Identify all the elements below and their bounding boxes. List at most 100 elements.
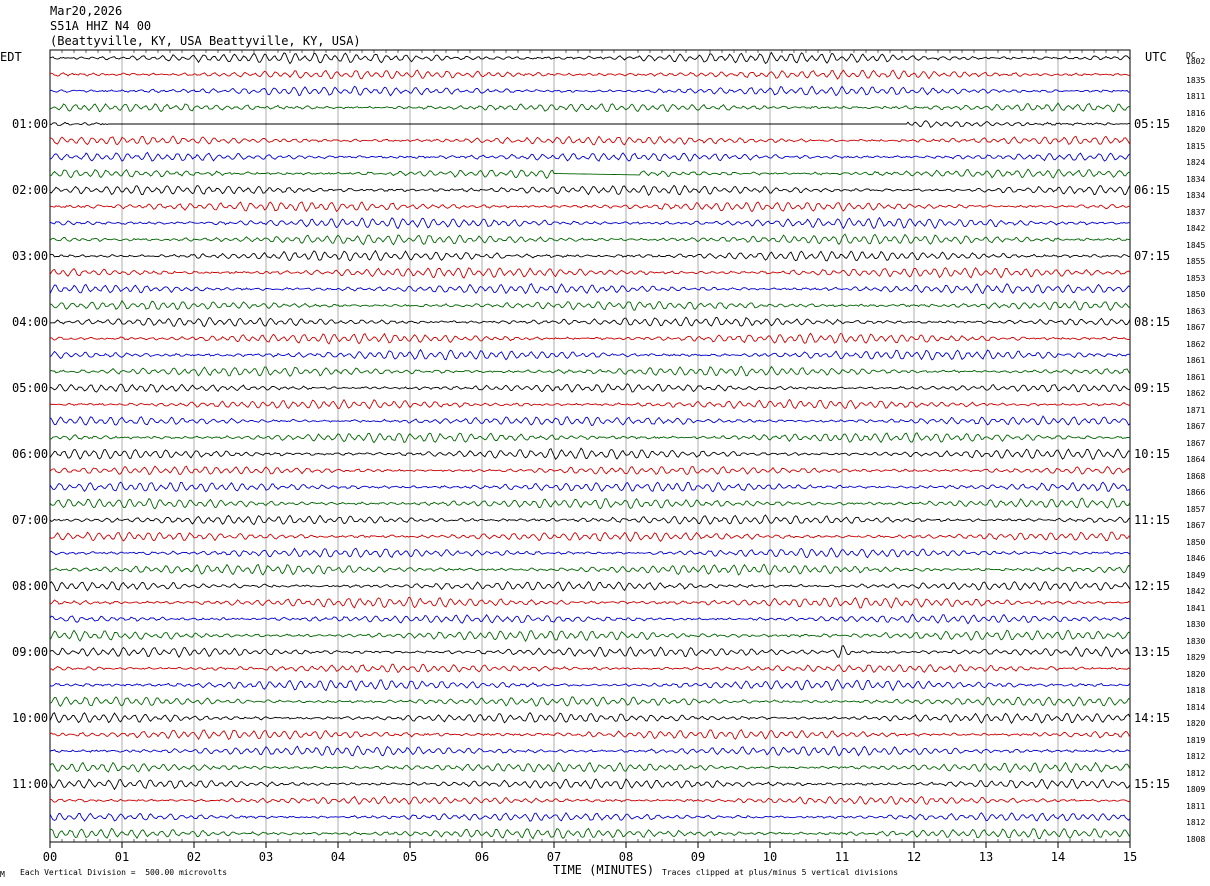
trace-row-35 (49, 629, 1131, 642)
row-dc-offset: 1867 (1186, 422, 1206, 431)
row-dc-offset: 1824 (1186, 158, 1206, 167)
x-tick-label: 15 (1122, 850, 1138, 864)
trace-row-41 (49, 729, 1131, 741)
trace-row-38 (49, 678, 1131, 692)
trace-row-2 (49, 85, 1131, 97)
row-dc-offset: 1849 (1186, 570, 1206, 580)
row-dc-offset: 1820 (1186, 669, 1206, 679)
trace-row-4 (49, 120, 1131, 128)
left-hour-label: 01:00 (12, 117, 49, 131)
trace-row-18 (49, 348, 1131, 361)
x-tick-label: 02 (186, 850, 202, 864)
left-hour-label: 06:00 (12, 447, 49, 461)
row-dc-offset: 1867 (1186, 521, 1206, 530)
trace-row-29 (49, 531, 1131, 543)
row-dc-offset: 1820 (1186, 719, 1206, 728)
row-dc-offset: 1820 (1186, 125, 1206, 134)
trace-row-21 (49, 398, 1131, 410)
row-dc-offset: 1842 (1186, 587, 1206, 596)
x-tick-label: 11 (834, 850, 850, 864)
trace-row-22 (49, 415, 1131, 427)
left-hour-label: 11:00 (12, 777, 49, 791)
row-dc-offset: 1816 (1186, 108, 1206, 118)
left-hour-label: 09:00 (12, 645, 49, 659)
row-dc-offset: 1867 (1186, 323, 1206, 332)
trace-row-34 (49, 613, 1131, 625)
row-dc-offset: 1842 (1186, 224, 1206, 233)
trace-row-17 (49, 332, 1131, 345)
header-station: S51A HHZ N4 00 (50, 19, 152, 33)
seismic-traces (49, 51, 1131, 840)
trace-row-46 (49, 812, 1131, 822)
trace-row-45 (49, 795, 1131, 805)
left-hour-label: 10:00 (12, 711, 49, 725)
trace-row-31 (49, 563, 1131, 576)
trace-row-26 (49, 481, 1131, 493)
trace-row-42 (49, 745, 1131, 757)
row-dc-offset: 1814 (1186, 702, 1206, 712)
row-dc-offset: 1862 (1186, 339, 1206, 349)
row-dc-offset: 1808 (1186, 834, 1206, 844)
trace-row-19 (49, 365, 1131, 377)
row-dc-offset: 1835 (1186, 75, 1206, 85)
left-hour-label: 04:00 (12, 315, 49, 329)
x-tick-label: 09 (690, 850, 706, 864)
row-dc-offset: 1834 (1186, 191, 1206, 200)
header-date: Mar20,2026 (50, 4, 123, 18)
row-dc-offset: 1850 (1186, 290, 1206, 299)
row-dc-offset: 1864 (1186, 455, 1206, 464)
plot-frame (49, 49, 1131, 843)
row-dc-offset: 1841 (1186, 603, 1206, 613)
x-tick-label: 01 (114, 850, 130, 864)
row-dc-offset: 1818 (1186, 686, 1206, 695)
trace-row-15 (49, 299, 1131, 312)
trace-row-6 (49, 151, 1131, 162)
trace-row-16 (49, 316, 1131, 328)
clip-note: Traces clipped at plus/minus 5 vertical … (662, 868, 899, 877)
trace-row-13 (49, 267, 1131, 279)
trace-row-5 (49, 135, 1131, 146)
x-tick-label: 14 (1050, 850, 1066, 864)
row-dc-offset: 1834 (1186, 174, 1206, 184)
trace-row-0 (49, 51, 1131, 65)
x-tick-label: 03 (258, 850, 274, 864)
right-hour-label: 13:15 (1134, 645, 1171, 659)
row-dc-offset: 1819 (1186, 735, 1206, 745)
x-tick-label: 00 (42, 850, 58, 864)
trace-row-11 (49, 233, 1131, 246)
row-dc-offset: 1871 (1186, 405, 1206, 415)
x-tick-label: 04 (330, 850, 346, 864)
row-dc-offset: 1868 (1186, 471, 1206, 481)
trace-row-24 (49, 447, 1131, 460)
row-dc-offset: 1830 (1186, 636, 1206, 646)
row-dc-offset: 1861 (1186, 372, 1206, 382)
right-hour-label: 10:15 (1134, 447, 1171, 461)
right-hour-label: 08:15 (1134, 315, 1171, 329)
trace-row-7 (49, 168, 1131, 179)
right-hour-label: 06:15 (1134, 183, 1171, 197)
header-location: (Beattyville, KY, USA Beattyville, KY, U… (50, 34, 361, 48)
trace-row-10 (49, 216, 1131, 230)
row-dc-offset: 1809 (1186, 785, 1206, 794)
row-dc-offset: 1829 (1186, 653, 1206, 662)
row-dc-offset: 1846 (1186, 554, 1206, 563)
trace-row-39 (49, 696, 1131, 708)
trace-row-47 (49, 827, 1131, 840)
trace-row-32 (49, 580, 1131, 592)
row-dc-offset: 1863 (1186, 306, 1206, 316)
row-dc-offset: 1811 (1186, 801, 1206, 811)
row-dc-offset: 1866 (1186, 488, 1206, 497)
x-axis-title: TIME (MINUTES) (553, 863, 655, 877)
right-hour-label: 12:15 (1134, 579, 1171, 593)
left-hour-label: 03:00 (12, 249, 49, 263)
row-dc-offset: 1862 (1186, 389, 1206, 398)
trace-row-30 (49, 547, 1131, 559)
x-tick-label: 07 (546, 850, 562, 864)
trace-row-23 (49, 432, 1131, 444)
row-dc-offset: 1867 (1186, 438, 1206, 448)
row-dc-offset: 1802 (1186, 57, 1206, 66)
row-dc-offset: 1845 (1186, 240, 1206, 250)
trace-row-27 (49, 497, 1131, 510)
left-hour-label: 02:00 (12, 183, 49, 197)
row-dc-offset: 1830 (1186, 620, 1206, 629)
